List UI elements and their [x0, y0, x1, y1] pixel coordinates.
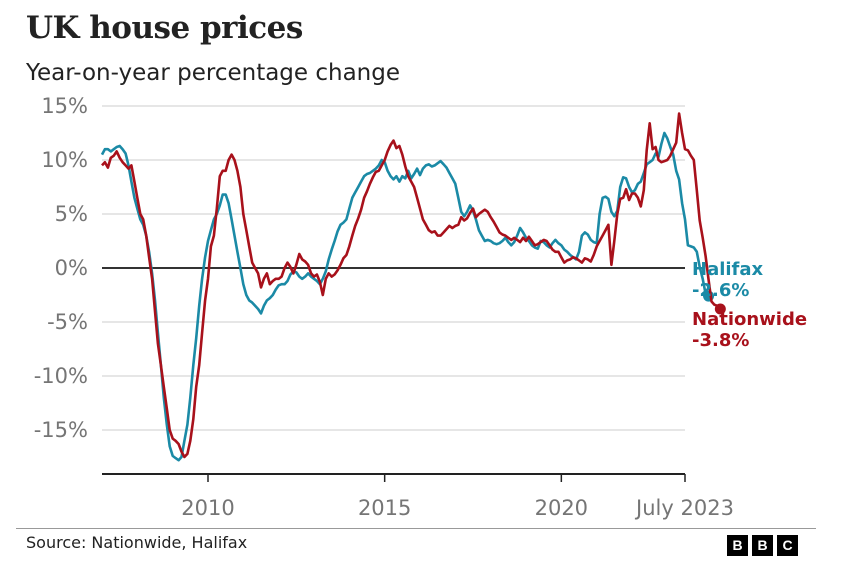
y-tick-label: -5% [47, 310, 88, 334]
y-tick-label: 15% [41, 94, 88, 118]
series-lines [100, 112, 726, 462]
series-label-halifax: Halifax [692, 259, 764, 280]
bbc-logo-letter: B [752, 535, 773, 556]
footer-divider [16, 528, 816, 529]
y-tick-label: 0% [55, 256, 88, 280]
series-value-label-halifax: -2.6% [692, 280, 749, 301]
y-tick-label: -15% [34, 418, 88, 442]
x-tick-label: 2010 [181, 496, 234, 520]
chart-title: UK house prices [26, 10, 303, 46]
series-line-halifax [100, 131, 710, 462]
y-tick-label: 10% [41, 148, 88, 172]
series-label-nationwide: Nationwide [692, 309, 807, 330]
series-value-label-nationwide: -3.8% [692, 330, 749, 351]
bbc-logo-letter: B [727, 535, 748, 556]
y-tick-label: -10% [34, 364, 88, 388]
series-line-nationwide [101, 112, 722, 459]
y-tick-label: 5% [55, 202, 88, 226]
bbc-logo-letter: C [777, 535, 798, 556]
end-labels: Halifax-2.6% Nationwide-3.8% [692, 259, 807, 351]
bbc-logo: B B C [727, 535, 798, 556]
source-note: Source: Nationwide, Halifax [26, 533, 248, 552]
x-tick-label: 2015 [358, 496, 411, 520]
chart-subtitle: Year-on-year percentage change [26, 60, 401, 86]
series-end-marker-nationwide [714, 303, 726, 315]
gridlines [102, 105, 685, 431]
x-tick-label: 2020 [535, 496, 588, 520]
x-tick-label: July 2023 [634, 496, 734, 520]
x-axis-ticks: 2010 2015 2020 July 2023 [102, 473, 734, 520]
y-axis-ticks: 15% 10% 5% 0% -5% -10% -15% [34, 94, 88, 442]
